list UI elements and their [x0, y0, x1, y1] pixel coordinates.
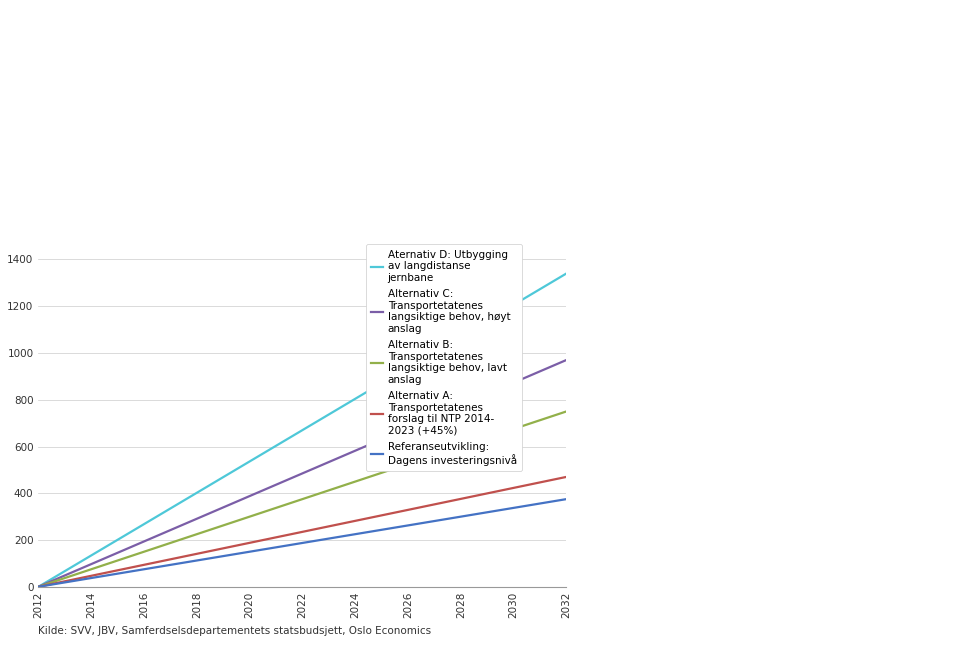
- Text: Kilde: SVV, JBV, Samferdselsdepartementets statsbudsjett, Oslo Economics: Kilde: SVV, JBV, Samferdselsdepartemente…: [38, 626, 432, 636]
- Legend: Aternativ D: Utbygging
av langdistanse
jernbane, Alternativ C:
Transportetatenes: Aternativ D: Utbygging av langdistanse j…: [366, 244, 522, 471]
